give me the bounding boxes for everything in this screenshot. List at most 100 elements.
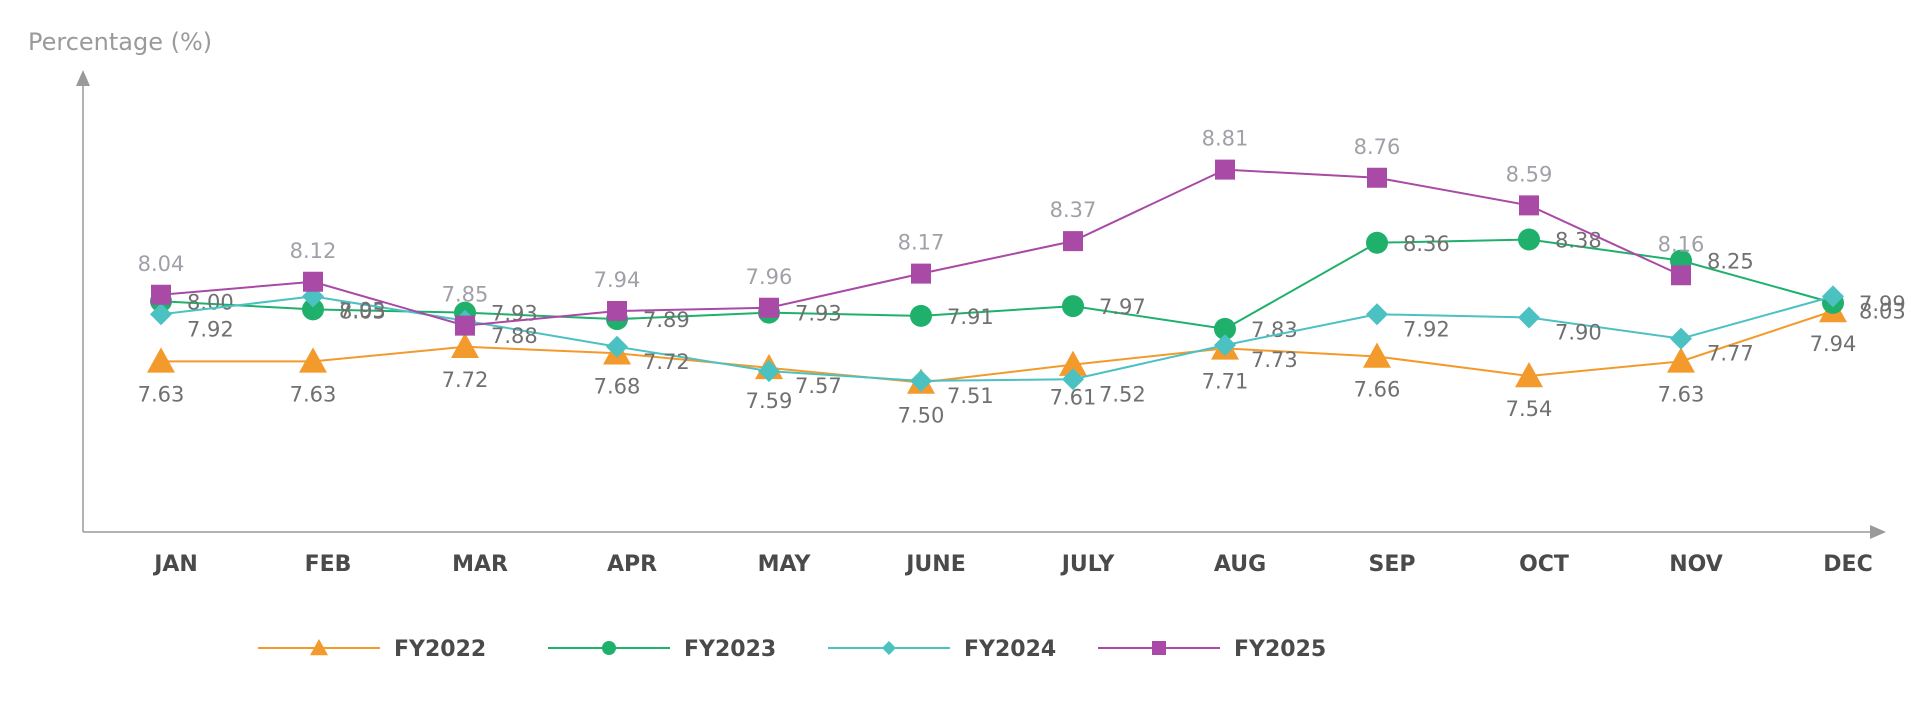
data-label: 7.63 — [1658, 382, 1705, 406]
data-point — [1366, 303, 1388, 326]
y-axis-label: Percentage (%) — [28, 28, 212, 56]
data-point — [1519, 195, 1539, 216]
legend-item-fy2022: FY2022 — [258, 637, 486, 662]
x-tick-label: SEP — [1369, 552, 1416, 577]
data-label: 7.77 — [1707, 342, 1754, 366]
data-label: 8.37 — [1050, 198, 1097, 222]
data-point — [451, 332, 479, 358]
data-label: 7.88 — [491, 324, 538, 348]
data-point — [1366, 231, 1388, 254]
legend-label: FY2024 — [964, 637, 1056, 662]
data-label: 8.03 — [339, 299, 386, 323]
data-label: 7.93 — [795, 302, 842, 326]
data-label: 7.92 — [1403, 317, 1450, 341]
data-point — [1214, 317, 1236, 340]
data-label: 8.12 — [290, 239, 337, 263]
data-point — [299, 347, 327, 373]
data-point — [1515, 362, 1543, 388]
legend-marker — [882, 641, 896, 655]
x-tick-label: JUNE — [904, 552, 966, 577]
legend: FY2022 FY2023 FY2024 FY2025 — [258, 637, 1326, 662]
legend-marker — [1152, 641, 1166, 655]
legend-label: FY2025 — [1234, 637, 1326, 662]
data-label: 7.99 — [1859, 292, 1906, 316]
data-label: 7.54 — [1506, 397, 1553, 421]
x-tick-label: AUG — [1214, 552, 1266, 577]
data-label: 8.25 — [1707, 250, 1754, 274]
series-line-fy2023 — [160, 238, 1834, 330]
data-point — [1215, 159, 1235, 180]
data-point — [1214, 334, 1236, 357]
x-tick-label: APR — [607, 552, 657, 577]
data-label: 7.89 — [643, 308, 690, 332]
series-fy2023: 8.00 7.95 7.93 7.89 7.93 7.91 7.977.838.36 8.38… — [150, 228, 1906, 342]
x-tick-label: JULY — [1060, 552, 1116, 577]
data-point — [910, 369, 932, 392]
data-label: 7.52 — [1099, 382, 1146, 406]
data-point — [1363, 342, 1391, 368]
series-fy2022: 7.63 7.637.72 7.687.597.507.617.71 7.667.54… — [138, 297, 1857, 428]
data-point — [1518, 306, 1540, 329]
y-axis-arrow — [76, 70, 90, 86]
data-label: 7.72 — [643, 350, 690, 374]
data-label: 7.94 — [1810, 332, 1857, 356]
legend-item-fy2023: FY2023 — [548, 637, 776, 662]
data-label: 8.16 — [1658, 232, 1705, 256]
data-label: 8.04 — [138, 252, 185, 276]
data-label: 8.36 — [1403, 232, 1450, 256]
data-point — [303, 271, 323, 292]
data-point — [759, 297, 779, 318]
data-label: 7.94 — [594, 268, 641, 292]
x-tick-label: MAR — [452, 552, 508, 577]
data-label: 7.59 — [746, 389, 793, 413]
data-label: 7.71 — [1202, 369, 1249, 393]
data-point — [1063, 231, 1083, 252]
x-tick-labels: JAN FEB MAR APR MAY JUNE JULY AUG SEP OCT NOV DEC — [152, 552, 1873, 577]
x-tick-label: JAN — [152, 552, 198, 577]
data-label: 7.97 — [1099, 295, 1146, 319]
data-label: 7.90 — [1555, 321, 1602, 345]
data-label: 8.03 — [1859, 299, 1906, 323]
data-label: 8.38 — [1555, 229, 1602, 253]
data-point — [606, 335, 628, 358]
legend-label: FY2023 — [684, 637, 776, 662]
data-label: 7.63 — [290, 382, 337, 406]
data-label: 7.92 — [187, 317, 234, 341]
data-point — [1059, 350, 1087, 376]
x-tick-label: NOV — [1669, 552, 1723, 577]
data-point — [910, 304, 932, 327]
series-line-fy2024 — [160, 295, 1834, 382]
data-point — [151, 284, 171, 305]
data-label: 8.17 — [898, 231, 945, 255]
data-label: 7.57 — [795, 374, 842, 398]
data-point — [302, 298, 324, 321]
data-point — [455, 315, 475, 336]
data-label: 7.51 — [947, 384, 994, 408]
data-label: 8.81 — [1202, 127, 1249, 151]
legend-label: FY2022 — [394, 637, 486, 662]
data-point — [147, 347, 175, 373]
data-point — [150, 303, 172, 326]
data-label: 7.96 — [746, 265, 793, 289]
series-fy2024: 7.928.037.887.727.57 7.51 7.527.737.92 7.90… — [150, 285, 1906, 408]
data-label: 7.72 — [442, 368, 489, 392]
data-point — [1062, 368, 1084, 391]
data-point — [1667, 347, 1695, 373]
x-tick-label: OCT — [1519, 552, 1569, 577]
data-point — [1518, 228, 1540, 251]
data-label: 8.76 — [1354, 135, 1401, 159]
x-axis-arrow — [1870, 525, 1886, 539]
data-point — [1670, 327, 1692, 350]
data-point — [1822, 285, 1844, 308]
data-point — [1367, 167, 1387, 188]
legend-item-fy2024: FY2024 — [828, 637, 1056, 662]
series-line-fy2022 — [161, 310, 1834, 384]
data-label: 7.63 — [138, 382, 185, 406]
data-point — [758, 360, 780, 383]
data-point — [911, 263, 931, 284]
series-fy2025: 8.04 8.12 7.85 7.94 7.96 8.17 8.37 8.81 8.76 8.59… — [138, 127, 1705, 336]
x-tick-label: MAY — [758, 552, 812, 577]
x-tick-label: FEB — [305, 552, 352, 577]
data-point — [1671, 265, 1691, 286]
